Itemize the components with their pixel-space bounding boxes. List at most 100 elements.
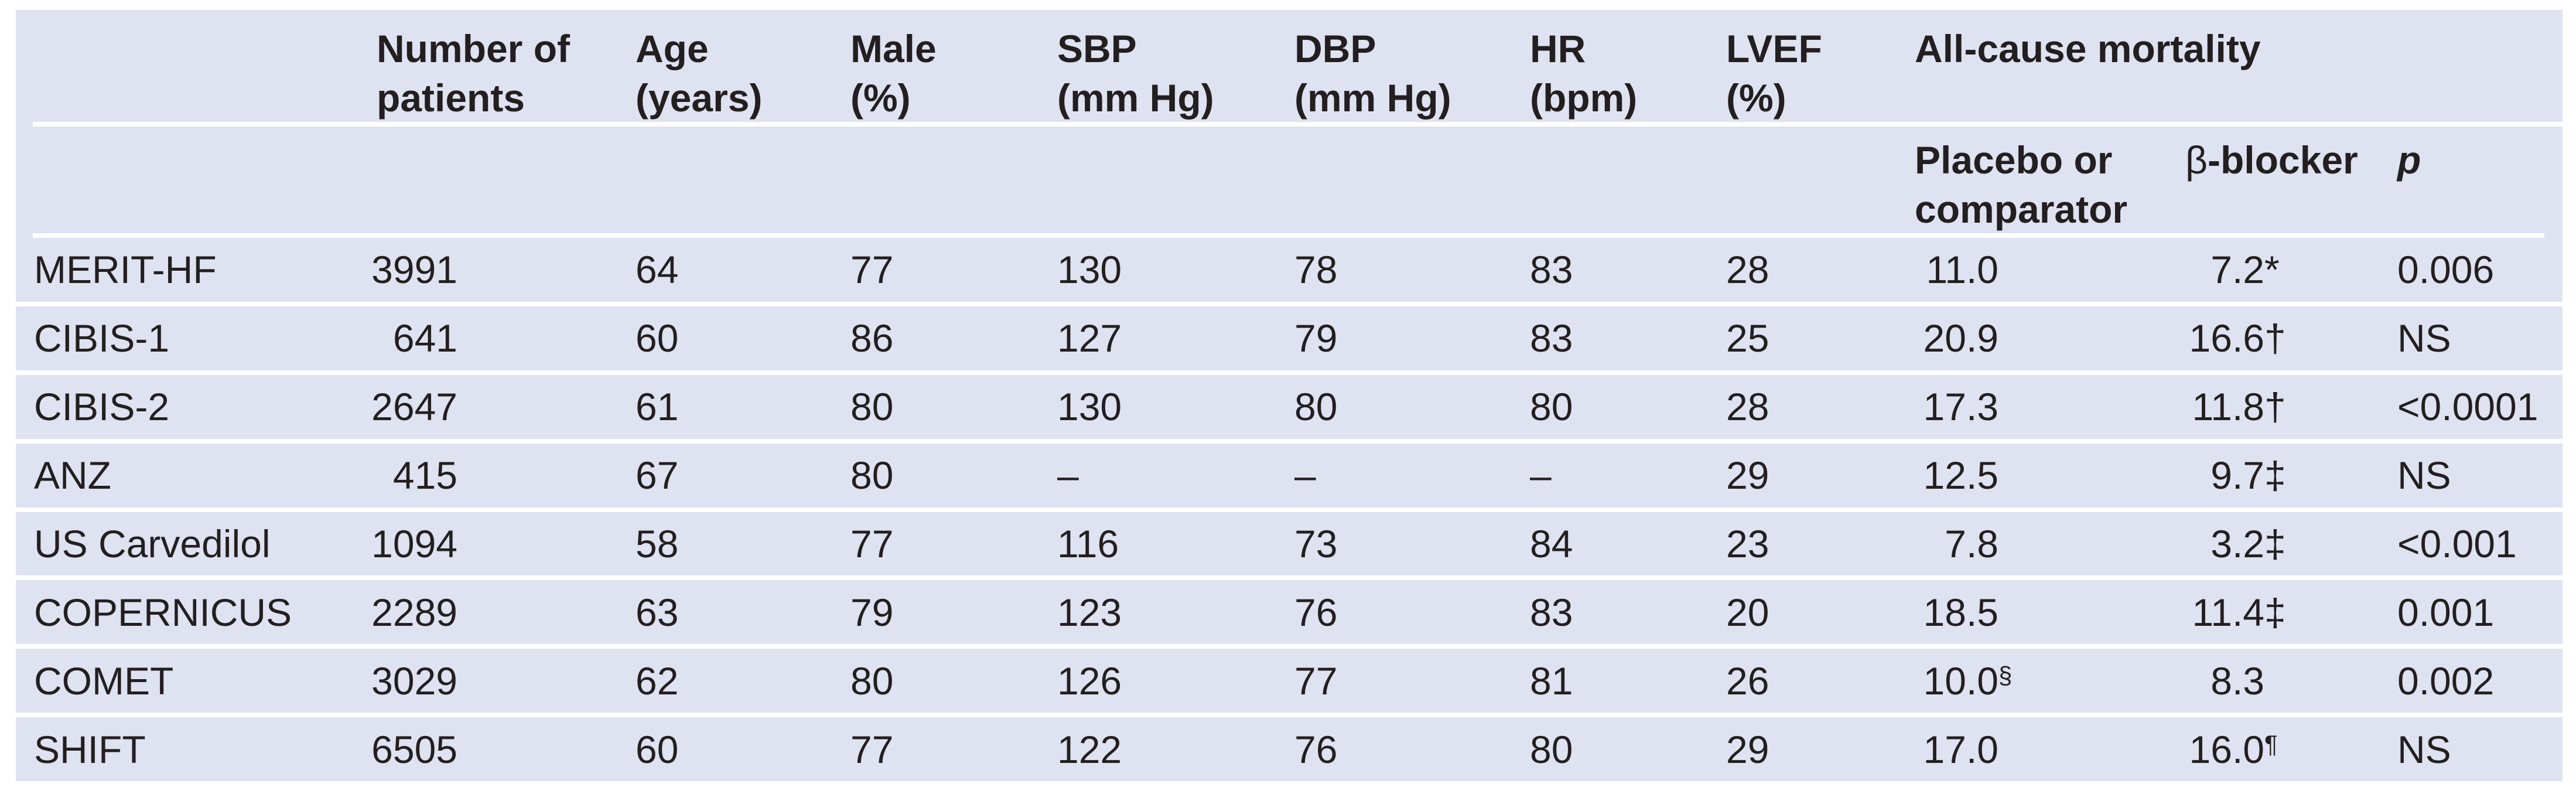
bblocker-mortality-cell: 3.2 ‡ <box>2113 524 2285 563</box>
trial-name-cell: ANZ <box>34 454 111 497</box>
col-header-line: DBP <box>1294 27 1376 70</box>
bblocker-mortality-cell: 16.0 ¶ <box>2113 727 2278 771</box>
bblocker-mortality-cell: 11.8 † <box>2113 387 2285 426</box>
header-divider-top <box>33 122 2563 127</box>
placebo-value: 17.0 <box>1923 727 1998 771</box>
footnote-symbol: ‡ <box>2264 590 2286 634</box>
patients-cell: 415 <box>392 454 457 497</box>
trial-name-cell: CIBIS-2 <box>34 385 170 429</box>
placebo-mortality-cell: 11.0 <box>1843 250 1998 289</box>
col-header-beta-blocker: β-blocker <box>2185 135 2358 185</box>
placebo-value: 10.0 <box>1923 659 1998 703</box>
dbp-cell: 77 <box>1294 659 1338 703</box>
lvef-cell: 29 <box>1726 454 1769 497</box>
footnote-symbol: ‡ <box>2264 522 2286 565</box>
sbp-cell: 122 <box>1057 727 1122 771</box>
table-row: MERIT-HF 3991 64 77 130 78 83 28 11.0 7.… <box>16 238 2563 306</box>
col-header-line: LVEF <box>1726 27 1822 70</box>
table-row: US Carvedilol 1094 58 77 116 73 84 23 7.… <box>16 512 2563 581</box>
lvef-cell: 28 <box>1726 385 1769 429</box>
hr-cell: 83 <box>1530 248 1573 292</box>
placebo-footnote: § <box>1998 662 2012 700</box>
col-header-sbp: SBP (mm Hg) <box>1057 24 1214 122</box>
male-percent-cell: 80 <box>850 659 894 703</box>
dbp-cell: 73 <box>1294 522 1338 565</box>
dbp-cell: 76 <box>1294 727 1338 771</box>
bblocker-footnote: ‡ <box>2264 524 2286 563</box>
hr-cell: 83 <box>1530 316 1573 360</box>
col-header-line: (mm Hg) <box>1294 76 1451 120</box>
footnote-symbol-sup: ¶ <box>2264 730 2278 758</box>
trial-name-cell: US Carvedilol <box>34 522 271 565</box>
col-header-p-value: p <box>2397 138 2421 182</box>
bblocker-footnote: † <box>2264 387 2286 426</box>
footnote-symbol: † <box>2264 316 2286 360</box>
col-header-line: (bpm) <box>1530 76 1638 120</box>
male-percent-cell: 77 <box>850 248 894 292</box>
lvef-cell: 26 <box>1726 659 1769 703</box>
placebo-mortality-cell: 7.8 <box>1843 524 1998 563</box>
age-cell: 60 <box>636 316 679 360</box>
p-value-cell: 0.002 <box>2397 659 2495 703</box>
sbp-cell: 130 <box>1057 248 1122 292</box>
bblocker-value: 16.0 <box>2189 727 2264 771</box>
patients-cell: 3029 <box>371 659 457 703</box>
age-cell: 64 <box>636 248 679 292</box>
trial-name-cell: CIBIS-1 <box>34 316 170 360</box>
col-header-line: Age <box>636 27 709 70</box>
footnote-symbol: § <box>1998 661 2013 689</box>
dbp-cell: 78 <box>1294 248 1338 292</box>
p-value-cell: NS <box>2397 316 2451 360</box>
bblocker-value: 8.3 <box>2211 659 2264 703</box>
male-percent-cell: 79 <box>850 590 894 634</box>
col-header-line: (mm Hg) <box>1057 76 1214 120</box>
trial-characteristics-table: Number of patients Age (years) Male (%) … <box>16 10 2563 781</box>
dbp-cell: 80 <box>1294 385 1338 429</box>
placebo-value: 12.5 <box>1923 454 1998 497</box>
hr-cell: – <box>1530 454 1552 497</box>
bblocker-mortality-cell: 9.7 ‡ <box>2113 456 2285 495</box>
bblocker-footnote: ¶ <box>2264 730 2278 769</box>
hr-cell: 84 <box>1530 522 1573 565</box>
col-header-lvef: LVEF (%) <box>1726 24 1822 122</box>
age-cell: 61 <box>636 385 679 429</box>
bblocker-mortality-cell: 16.6 † <box>2113 319 2286 357</box>
placebo-mortality-cell: 12.5 <box>1843 456 1998 495</box>
col-header-hr: HR (bpm) <box>1530 24 1637 122</box>
trial-name-cell: MERIT-HF <box>34 248 217 292</box>
p-value-cell: NS <box>2397 727 2451 771</box>
placebo-value: 18.5 <box>1923 590 1998 634</box>
age-cell: 63 <box>636 590 679 634</box>
col-header-all-cause-mortality: All-cause mortality <box>1915 27 2261 70</box>
footnote-symbol: ‡ <box>2264 454 2286 497</box>
age-cell: 62 <box>636 659 679 703</box>
bblocker-value: 7.2 <box>2211 248 2264 292</box>
hr-cell: 80 <box>1530 727 1573 771</box>
bblocker-mortality-cell: 7.2 * <box>2113 248 2279 292</box>
male-percent-cell: 77 <box>850 727 894 771</box>
p-value-cell: <0.0001 <box>2397 385 2539 429</box>
hr-cell: 81 <box>1530 659 1573 703</box>
header-divider-bottom <box>33 233 2544 238</box>
placebo-mortality-cell: 20.9 <box>1843 319 1998 357</box>
placebo-value: 7.8 <box>1945 522 1998 565</box>
col-header-line: Male <box>850 27 937 70</box>
patients-cell: 3991 <box>371 248 457 292</box>
p-value-cell: NS <box>2397 454 2451 497</box>
sbp-cell: 126 <box>1057 659 1122 703</box>
placebo-mortality-cell: 17.3 <box>1843 387 1998 426</box>
trial-name-cell: COMET <box>34 659 174 703</box>
bblocker-mortality-cell: 11.4 ‡ <box>2113 593 2285 632</box>
lvef-cell: 23 <box>1726 522 1769 565</box>
placebo-mortality-cell: 18.5 <box>1843 593 1998 632</box>
col-header-age: Age (years) <box>636 24 762 122</box>
col-header-male: Male (%) <box>850 24 937 122</box>
col-header-line: patients <box>377 76 525 120</box>
patients-cell: 6505 <box>371 727 457 771</box>
sbp-cell: – <box>1057 454 1079 497</box>
dbp-cell: 76 <box>1294 590 1338 634</box>
beta-blocker-text: -blocker <box>2207 138 2358 182</box>
table-row: SHIFT 6505 60 77 122 76 80 29 17.0 16.0 ¶… <box>16 717 2563 781</box>
dbp-cell: – <box>1294 454 1316 497</box>
age-cell: 67 <box>636 454 679 497</box>
